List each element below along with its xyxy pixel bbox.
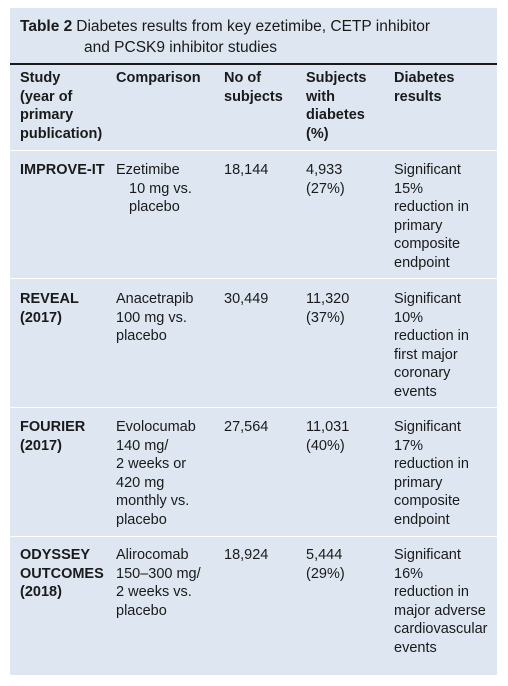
header-diabetes: Subjects with diabetes (%) (306, 70, 367, 142)
table-row-study: REVEAL (2017) (20, 291, 79, 326)
table-row-diabetes: 11,031 (40%) (306, 419, 350, 454)
header-rule (10, 63, 497, 65)
header-results: Diabetes results (394, 70, 455, 105)
table-row-results: Significant 16% reduction in major adver… (394, 547, 488, 656)
table-title-line1: Diabetes results from key ezetimibe, CET… (76, 18, 431, 35)
table-row-subjects: 27,564 (224, 419, 269, 435)
table-row-subjects: 18,144 (224, 162, 269, 178)
table-row-comparison: Evolocumab 140 mg/ 2 weeks or 420 mg mon… (116, 419, 196, 528)
table-row-results: Significant 17% reduction in primary com… (394, 419, 469, 528)
table-row-study: IMPROVE-IT (20, 162, 105, 178)
table-panel: Table 2 Diabetes results from key ezetimi… (10, 8, 497, 675)
table-row-diabetes: 5,444 (29%) (306, 547, 345, 582)
table-row-diabetes: 11,320 (37%) (306, 291, 350, 326)
table-title: Table 2 Diabetes results from key ezetimi… (20, 16, 490, 58)
table-row-study: FOURIER (2017) (20, 419, 86, 454)
table-row-comparison: Alirocomab 150–300 mg/ 2 weeks vs. place… (116, 547, 201, 619)
table-row-diabetes: 4,933 (27%) (306, 162, 345, 197)
header-comparison: Comparison (116, 70, 201, 86)
row-divider (10, 278, 497, 279)
row-divider (10, 536, 497, 537)
row-divider (10, 150, 497, 151)
table-row-comparison: Ezetimibe 10 mg vs. placebo (116, 162, 192, 215)
table-row-results: Significant 10% reduction in first major… (394, 291, 469, 400)
table-row-results: Significant 15% reduction in primary com… (394, 162, 469, 271)
table-label: Table 2 (20, 18, 73, 35)
table-row-subjects: 18,924 (224, 547, 269, 563)
table-row-study: ODYSSEY OUTCOMES (2018) (20, 547, 104, 600)
header-subjects: No of subjects (224, 70, 283, 105)
table-row-comparison: Anacetrapib 100 mg vs. placebo (116, 291, 194, 344)
header-study: Study (year of primary publication) (20, 70, 103, 142)
table-row-subjects: 30,449 (224, 291, 269, 307)
table-title-line2: and PCSK9 inhibitor studies (84, 39, 278, 56)
row-divider (10, 407, 497, 408)
